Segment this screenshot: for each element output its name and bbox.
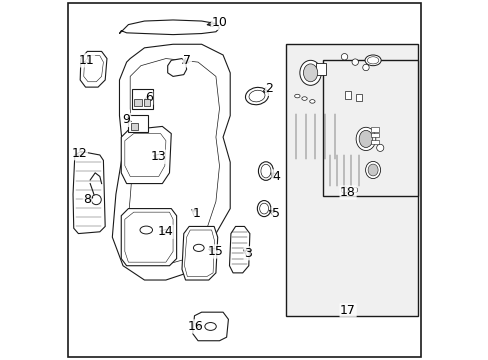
Circle shape xyxy=(362,64,368,71)
Text: 2: 2 xyxy=(265,82,273,95)
Ellipse shape xyxy=(140,226,152,234)
Ellipse shape xyxy=(355,127,375,150)
Text: 18: 18 xyxy=(340,186,355,199)
Text: 1: 1 xyxy=(192,207,200,220)
Circle shape xyxy=(351,59,358,65)
Ellipse shape xyxy=(352,188,357,193)
Text: 4: 4 xyxy=(271,170,279,183)
Text: 17: 17 xyxy=(340,304,355,317)
Ellipse shape xyxy=(245,87,268,105)
Text: 15: 15 xyxy=(207,245,223,258)
Polygon shape xyxy=(112,44,230,280)
Bar xyxy=(315,63,325,75)
Bar xyxy=(370,133,378,137)
Polygon shape xyxy=(119,20,219,35)
Bar xyxy=(128,114,148,132)
Ellipse shape xyxy=(366,57,378,64)
Polygon shape xyxy=(182,226,217,280)
Polygon shape xyxy=(229,226,249,273)
Polygon shape xyxy=(73,152,105,234)
Polygon shape xyxy=(167,59,186,76)
Ellipse shape xyxy=(258,162,273,180)
Bar xyxy=(345,91,350,99)
Text: 6: 6 xyxy=(144,91,152,104)
Bar xyxy=(323,60,417,196)
Bar xyxy=(355,94,361,102)
Polygon shape xyxy=(121,126,171,184)
Polygon shape xyxy=(121,208,176,266)
Text: 10: 10 xyxy=(211,16,227,29)
Ellipse shape xyxy=(303,64,317,82)
Ellipse shape xyxy=(294,94,300,98)
Ellipse shape xyxy=(204,323,216,330)
Text: 7: 7 xyxy=(183,54,191,67)
Ellipse shape xyxy=(309,100,314,103)
Bar xyxy=(134,99,142,106)
Polygon shape xyxy=(292,112,337,160)
Text: 8: 8 xyxy=(83,193,91,206)
Ellipse shape xyxy=(367,164,377,176)
Ellipse shape xyxy=(257,201,270,217)
Text: 16: 16 xyxy=(187,320,203,333)
Text: 3: 3 xyxy=(244,247,251,260)
Bar xyxy=(370,127,378,132)
Bar xyxy=(132,89,153,109)
Polygon shape xyxy=(192,312,228,341)
Ellipse shape xyxy=(193,244,203,251)
Text: 5: 5 xyxy=(271,207,279,220)
Text: 13: 13 xyxy=(151,150,166,163)
Text: 11: 11 xyxy=(79,54,94,67)
Ellipse shape xyxy=(301,97,306,100)
Bar xyxy=(131,123,138,130)
Text: 14: 14 xyxy=(157,225,173,238)
Text: 12: 12 xyxy=(71,147,87,160)
Bar xyxy=(285,44,417,316)
Ellipse shape xyxy=(358,130,372,148)
Polygon shape xyxy=(80,51,107,87)
Ellipse shape xyxy=(248,90,264,102)
Ellipse shape xyxy=(341,187,347,193)
Ellipse shape xyxy=(259,203,268,214)
Bar xyxy=(370,140,378,144)
Ellipse shape xyxy=(261,164,270,178)
Text: 9: 9 xyxy=(122,113,130,126)
Bar xyxy=(143,99,150,106)
Circle shape xyxy=(341,54,347,60)
Circle shape xyxy=(91,195,101,204)
Ellipse shape xyxy=(376,144,383,152)
Ellipse shape xyxy=(365,161,380,179)
Polygon shape xyxy=(326,153,360,188)
Ellipse shape xyxy=(299,60,321,85)
Ellipse shape xyxy=(365,55,380,66)
